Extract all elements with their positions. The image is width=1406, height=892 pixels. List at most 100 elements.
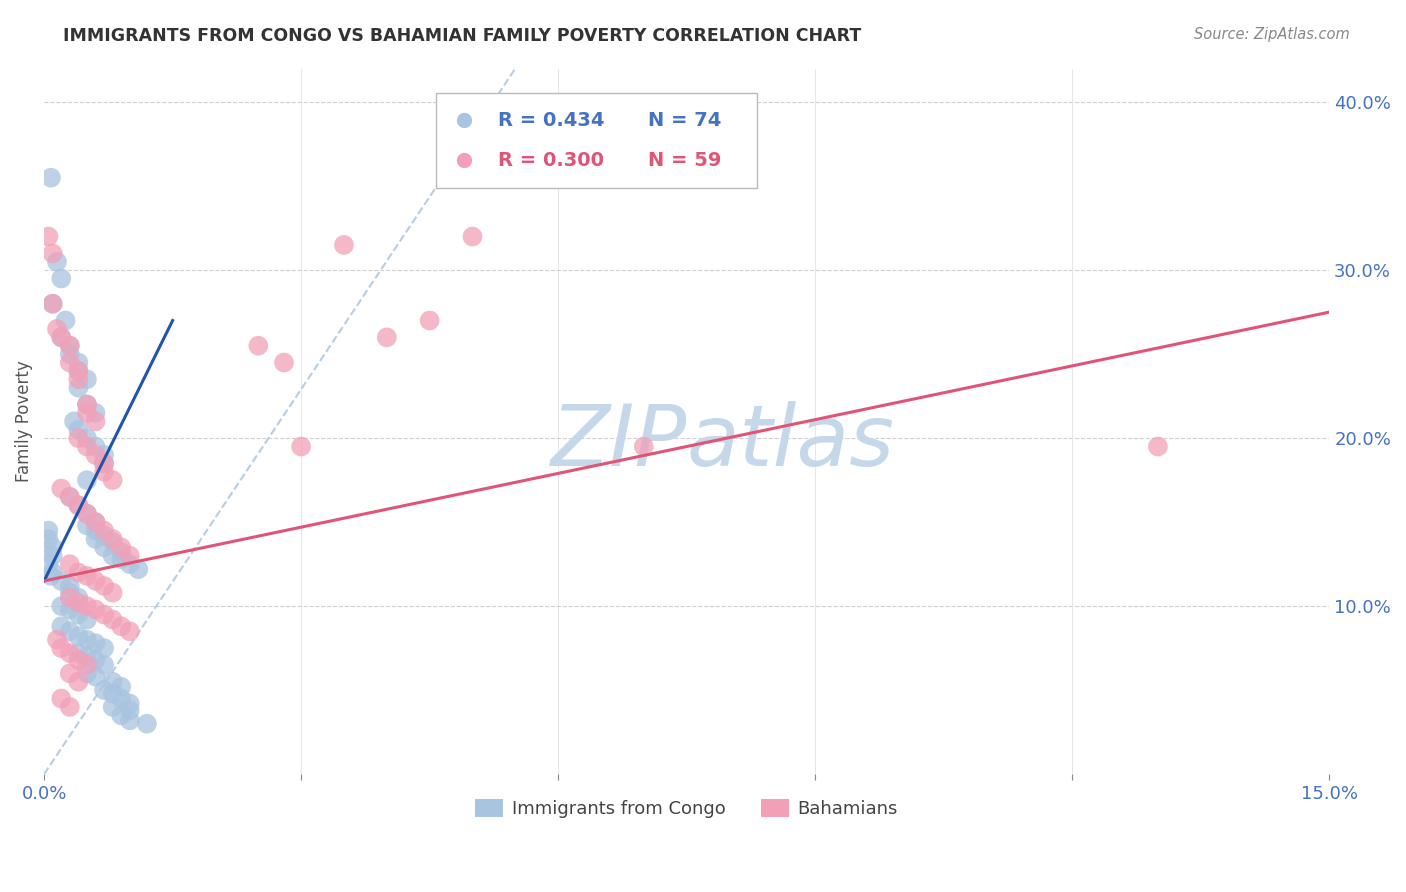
Text: IMMIGRANTS FROM CONGO VS BAHAMIAN FAMILY POVERTY CORRELATION CHART: IMMIGRANTS FROM CONGO VS BAHAMIAN FAMILY… <box>63 27 862 45</box>
Point <box>110 708 132 723</box>
Point <box>41 549 63 563</box>
Point <box>93 641 115 656</box>
Point <box>1147 440 1170 454</box>
Point <box>39 569 62 583</box>
Point <box>84 653 107 667</box>
Point <box>51 691 73 706</box>
Point <box>101 532 124 546</box>
Point <box>67 591 90 605</box>
Point <box>76 440 98 454</box>
Point <box>37 532 59 546</box>
Point <box>76 649 98 664</box>
Point <box>67 499 90 513</box>
Point <box>41 296 63 310</box>
Point <box>127 562 149 576</box>
Point <box>118 549 141 563</box>
Point <box>59 339 82 353</box>
Point <box>76 599 98 614</box>
Text: atlas: atlas <box>686 401 894 484</box>
Point <box>67 364 90 378</box>
Point <box>37 524 59 538</box>
Point <box>41 296 63 310</box>
Point <box>67 646 90 660</box>
Point <box>67 674 90 689</box>
Point <box>84 532 107 546</box>
Point <box>59 579 82 593</box>
Point <box>59 624 82 639</box>
Point <box>59 602 82 616</box>
Point <box>84 670 107 684</box>
Point <box>76 666 98 681</box>
Point <box>59 585 82 599</box>
Point <box>101 535 124 549</box>
Point <box>51 619 73 633</box>
Point <box>84 406 107 420</box>
Point <box>76 507 98 521</box>
Point <box>93 456 115 470</box>
Point <box>333 238 356 252</box>
Point <box>76 632 98 647</box>
Point <box>110 680 132 694</box>
Point <box>118 557 141 571</box>
Point <box>76 431 98 445</box>
Point <box>67 381 90 395</box>
Point <box>51 330 73 344</box>
Point <box>67 355 90 369</box>
Y-axis label: Family Poverty: Family Poverty <box>15 360 32 483</box>
Point <box>59 490 82 504</box>
Point <box>67 423 90 437</box>
Point <box>101 549 124 563</box>
Point <box>84 440 107 454</box>
Point <box>37 229 59 244</box>
Point <box>76 398 98 412</box>
Point <box>59 355 82 369</box>
Point <box>51 271 73 285</box>
Point <box>93 657 115 672</box>
Point <box>110 619 132 633</box>
Point <box>93 448 115 462</box>
Point <box>67 431 90 445</box>
Point <box>93 579 115 593</box>
Point <box>46 322 69 336</box>
Point <box>41 541 63 555</box>
Point <box>76 406 98 420</box>
Point <box>59 557 82 571</box>
Point <box>93 607 115 622</box>
Point <box>93 456 115 470</box>
Point <box>110 552 132 566</box>
Point <box>93 524 115 538</box>
Point <box>41 566 63 580</box>
Point <box>46 632 69 647</box>
Point <box>51 641 73 656</box>
Point <box>46 254 69 268</box>
Point <box>84 515 107 529</box>
Point <box>93 683 115 698</box>
Point <box>101 613 124 627</box>
Point <box>118 624 141 639</box>
Point <box>76 398 98 412</box>
Point <box>51 574 73 588</box>
Point <box>76 657 98 672</box>
Point <box>118 697 141 711</box>
Text: Source: ZipAtlas.com: Source: ZipAtlas.com <box>1194 27 1350 42</box>
Point <box>51 482 73 496</box>
Point <box>101 473 124 487</box>
Point <box>59 339 82 353</box>
Point <box>59 646 82 660</box>
Point <box>51 599 73 614</box>
Point <box>55 313 77 327</box>
Point <box>76 569 98 583</box>
Point <box>67 372 90 386</box>
Point <box>101 686 124 700</box>
Text: R = 0.300: R = 0.300 <box>498 151 603 169</box>
Point <box>84 448 107 462</box>
Point <box>84 414 107 428</box>
Point <box>93 465 115 479</box>
Point <box>59 666 82 681</box>
Point <box>101 674 124 689</box>
Point <box>84 524 107 538</box>
Point <box>63 414 86 428</box>
Text: R = 0.434: R = 0.434 <box>498 111 605 129</box>
Point <box>633 440 655 454</box>
Point <box>67 629 90 643</box>
